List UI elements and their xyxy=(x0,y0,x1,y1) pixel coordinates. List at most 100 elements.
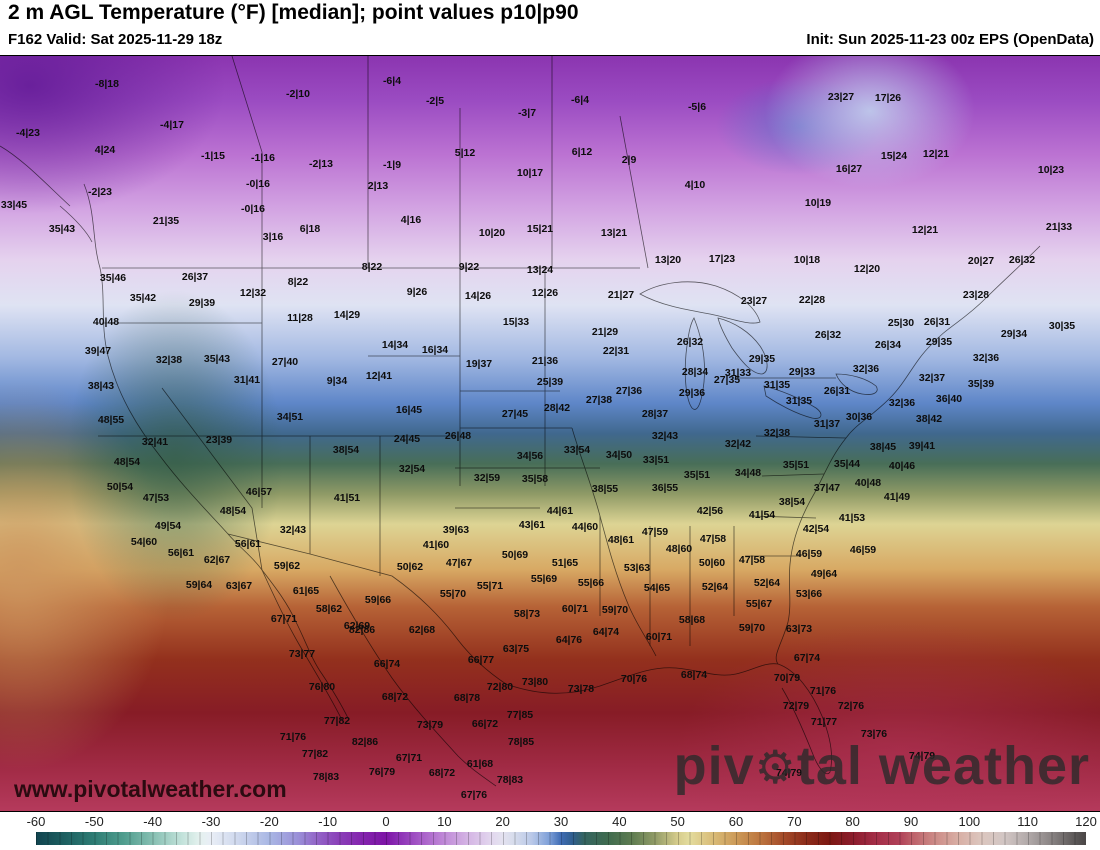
point-value: 62|67 xyxy=(203,554,231,566)
point-value: 35|39 xyxy=(967,378,995,390)
point-value: 53|63 xyxy=(623,562,651,574)
point-value: 9|34 xyxy=(326,375,348,387)
point-value: 26|37 xyxy=(181,271,209,283)
point-value: 55|69 xyxy=(530,573,558,585)
point-value: 59|70 xyxy=(601,604,629,616)
point-value: 15|24 xyxy=(880,150,908,162)
point-value: 19|37 xyxy=(465,358,493,370)
point-value: 67|71 xyxy=(395,752,423,764)
point-value: 26|32 xyxy=(1008,254,1036,266)
point-value: 46|59 xyxy=(849,544,877,556)
point-value: 35|43 xyxy=(48,223,76,235)
point-value: 78|83 xyxy=(496,774,524,786)
point-value: 21|27 xyxy=(607,289,635,301)
point-value: 24|45 xyxy=(393,433,421,445)
point-value: -6|4 xyxy=(570,94,590,106)
point-value: 82|86 xyxy=(351,736,379,748)
point-value: 22|31 xyxy=(602,345,630,357)
point-value: 68|72 xyxy=(428,767,456,779)
point-value: 32|36 xyxy=(852,363,880,375)
temperature-map[interactable]: -8|18 -2|10 -4|17 -4|23 4|24 -1|15 -1|16 -2|13 -… xyxy=(0,55,1100,812)
point-value: 23|27 xyxy=(740,295,768,307)
point-value: 34|56 xyxy=(516,450,544,462)
point-value: 63|75 xyxy=(502,643,530,655)
point-value: -6|4 xyxy=(382,75,402,87)
point-value: 32|43 xyxy=(651,430,679,442)
logo-text-piv: piv xyxy=(673,736,755,796)
point-value: 12|26 xyxy=(531,287,559,299)
point-value: 27|36 xyxy=(615,385,643,397)
point-value: 2|13 xyxy=(367,180,389,192)
map-borders xyxy=(0,56,1041,787)
point-value: 44|61 xyxy=(546,505,574,517)
point-value: 26|31 xyxy=(923,316,951,328)
point-value: 71|77 xyxy=(810,716,838,728)
point-value: 32|36 xyxy=(972,352,1000,364)
point-value: 38|45 xyxy=(869,441,897,453)
pivotal-weather-logo: piv⚙tal weather xyxy=(674,739,1090,793)
point-value: 26|34 xyxy=(874,339,902,351)
colorbar-tick: 120 xyxy=(1075,814,1097,829)
point-value: 48|60 xyxy=(665,543,693,555)
point-value: 35|51 xyxy=(782,459,810,471)
point-value: 54|60 xyxy=(130,536,158,548)
point-value: 42|54 xyxy=(802,523,830,535)
point-value: 77|82 xyxy=(323,715,351,727)
point-value: 66|72 xyxy=(471,718,499,730)
colorbar-tick: 10 xyxy=(437,814,452,829)
point-value: -4|17 xyxy=(160,119,184,131)
point-value: -2|10 xyxy=(286,88,310,100)
point-value: -1|16 xyxy=(251,152,275,164)
point-value: 4|10 xyxy=(684,179,706,191)
point-value: -5|6 xyxy=(687,101,707,113)
point-value: 35|46 xyxy=(99,272,127,284)
colorbar-tick: 90 xyxy=(903,814,919,829)
point-value: 32|41 xyxy=(141,436,169,448)
point-value: 40|48 xyxy=(854,477,882,489)
point-value: 48|55 xyxy=(97,414,125,426)
point-value: 47|67 xyxy=(445,557,473,569)
point-value: 73|78 xyxy=(567,683,595,695)
point-value: 32|59 xyxy=(473,472,501,484)
point-value: 48|61 xyxy=(607,534,635,546)
colorbar-tick: -40 xyxy=(143,814,163,829)
point-value: 54|65 xyxy=(643,582,671,594)
point-value: 55|67 xyxy=(745,598,773,610)
colorbar-tick: 80 xyxy=(845,814,860,829)
point-value: 22|28 xyxy=(798,294,826,306)
point-value: 35|51 xyxy=(683,469,711,481)
point-value: 31|35 xyxy=(763,379,791,391)
colorbar-tick: 50 xyxy=(670,814,685,829)
point-value: 70|79 xyxy=(773,672,801,684)
colorbar-tick: -10 xyxy=(318,814,338,829)
point-value: 39|63 xyxy=(442,524,470,536)
point-value: 44|60 xyxy=(571,521,599,533)
point-value: 51|65 xyxy=(551,557,579,569)
point-value: 68|72 xyxy=(381,691,409,703)
point-value: 28|37 xyxy=(641,408,669,420)
point-value: 17|26 xyxy=(874,92,902,104)
point-value: 10|20 xyxy=(478,227,506,239)
point-value: 78|83 xyxy=(312,771,340,783)
point-value: 31|37 xyxy=(813,418,841,430)
point-value: 32|42 xyxy=(724,438,752,450)
point-value: 74|79 xyxy=(775,767,803,779)
point-value: 46|59 xyxy=(795,548,823,560)
point-value: 63|67 xyxy=(225,580,253,592)
point-value: 31|41 xyxy=(233,374,261,386)
point-value: 3|16 xyxy=(262,231,284,243)
point-value: 50|62 xyxy=(396,561,424,573)
point-value: 61|68 xyxy=(466,758,494,770)
point-value: 63|73 xyxy=(785,623,813,635)
point-value: 50|60 xyxy=(698,557,726,569)
point-value: 55|66 xyxy=(577,577,605,589)
point-value: 31|35 xyxy=(785,395,813,407)
point-value: 35|42 xyxy=(129,292,157,304)
point-value: 10|18 xyxy=(793,254,821,266)
point-value: 27|35 xyxy=(713,374,741,386)
point-value: 67|74 xyxy=(793,652,821,664)
point-value: 29|35 xyxy=(748,353,776,365)
point-value: 29|35 xyxy=(925,336,953,348)
point-value: 12|20 xyxy=(853,263,881,275)
point-value: 70|76 xyxy=(620,673,648,685)
